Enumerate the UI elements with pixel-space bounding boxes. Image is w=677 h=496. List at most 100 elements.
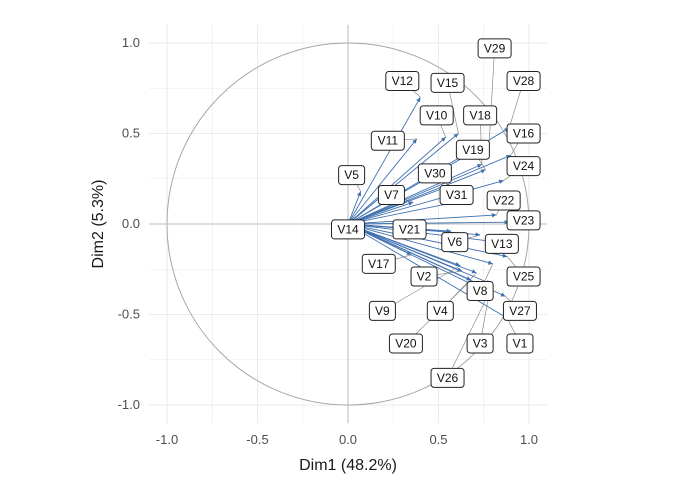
variable-label-box xyxy=(506,156,541,177)
variable-label-box xyxy=(439,185,474,206)
variable-label-v9: V9 xyxy=(368,300,396,321)
variable-label-v29: V29 xyxy=(477,38,512,59)
variable-label-box xyxy=(392,219,427,240)
y-tick-label: 0.5 xyxy=(122,126,140,141)
variable-label-text: V16 xyxy=(513,127,535,141)
variable-arrow-v12 xyxy=(347,97,421,225)
variable-label-v3: V3 xyxy=(466,333,494,354)
variable-label-box xyxy=(430,367,465,388)
variable-arrow-v11 xyxy=(347,138,418,225)
variable-label-text: V24 xyxy=(513,159,535,173)
variable-label-box xyxy=(455,139,490,160)
variable-label-v30: V30 xyxy=(417,163,452,184)
variable-label-text: V28 xyxy=(513,74,535,88)
variable-label-v24: V24 xyxy=(506,156,541,177)
y-tick-label: 0.0 xyxy=(122,216,140,231)
variable-label-text: V6 xyxy=(447,235,462,249)
variable-label-box xyxy=(466,333,494,354)
variable-label-v22: V22 xyxy=(486,190,521,211)
variable-label-box xyxy=(385,71,420,92)
variable-label-text: V15 xyxy=(437,76,459,90)
variable-label-box xyxy=(331,219,365,240)
variable-label-box xyxy=(477,38,512,59)
variable-arrow-v24 xyxy=(347,180,504,225)
variable-label-text: V19 xyxy=(462,143,484,157)
variable-label-text: V11 xyxy=(378,134,399,148)
variable-label-v5: V5 xyxy=(338,165,366,186)
variable-label-text: V20 xyxy=(395,336,417,350)
variable-label-v19: V19 xyxy=(455,139,490,160)
variable-label-text: V18 xyxy=(469,108,491,122)
variable-label-v16: V16 xyxy=(506,123,541,144)
x-tick-label: 1.0 xyxy=(520,432,538,447)
variable-label-v21: V21 xyxy=(392,219,427,240)
variable-label-text: V22 xyxy=(493,193,515,207)
variable-label-box xyxy=(430,72,465,93)
variable-label-box xyxy=(370,130,405,151)
variable-label-text: V3 xyxy=(473,336,488,350)
variable-label-v15: V15 xyxy=(430,72,465,93)
variable-label-text: V21 xyxy=(399,222,421,236)
variable-label-text: V4 xyxy=(433,304,448,318)
variable-label-v1: V1 xyxy=(506,333,534,354)
variable-label-box xyxy=(388,333,423,354)
variable-label-v25: V25 xyxy=(506,266,541,287)
variable-label-v14: V14 xyxy=(331,219,365,240)
variable-label-text: V10 xyxy=(426,108,448,122)
variable-label-v12: V12 xyxy=(385,71,420,92)
axis-tick-labels: -1.0 -0.5 0.0 0.5 1.0 -1.0 -0.5 0.0 0.5 1.0 xyxy=(118,35,538,447)
variable-label-box xyxy=(441,232,469,253)
x-tick-label: 0.5 xyxy=(429,432,447,447)
variable-label-box xyxy=(466,280,494,301)
variable-label-text: V9 xyxy=(375,304,390,318)
variable-label-text: V26 xyxy=(437,371,459,385)
variable-label-text: V30 xyxy=(424,166,446,180)
variable-arrowhead-v24 xyxy=(498,179,504,184)
variable-arrow-v8 xyxy=(347,223,493,265)
variable-arrow-v10 xyxy=(347,136,447,225)
variable-label-text: V1 xyxy=(513,336,528,350)
variable-label-text: V17 xyxy=(368,257,390,271)
variable-arrow-v5 xyxy=(347,191,362,225)
variable-arrowhead-v18 xyxy=(476,164,482,169)
variable-label-box xyxy=(506,71,541,92)
variable-arrowhead-v10 xyxy=(440,137,446,142)
variable-arrow-v25 xyxy=(347,223,508,258)
variable-arrowhead-v12 xyxy=(416,97,421,103)
label-connector-v29 xyxy=(488,48,495,143)
variable-arrowhead-v15 xyxy=(453,133,459,139)
variable-label-text: V23 xyxy=(513,213,535,227)
variable-label-box xyxy=(419,105,454,126)
variable-arrow-v26 xyxy=(347,223,490,294)
variable-label-v17: V17 xyxy=(361,253,396,274)
variable-label-v27: V27 xyxy=(502,300,537,321)
y-axis-title: Dim2 (5.3%) xyxy=(90,180,107,269)
x-tick-label: 0.0 xyxy=(339,432,357,447)
y-tick-label: -0.5 xyxy=(118,307,140,322)
variable-arrowhead-v11 xyxy=(412,138,417,144)
variable-label-v8: V8 xyxy=(466,280,494,301)
variable-label-text: V5 xyxy=(344,168,359,182)
x-axis-title: Dim1 (48.2%) xyxy=(299,457,397,474)
variable-label-box xyxy=(338,165,366,186)
variable-arrowhead-v27 xyxy=(500,292,506,297)
variable-label-v2: V2 xyxy=(410,266,438,287)
variable-label-text: V14 xyxy=(337,222,359,236)
variable-label-text: V25 xyxy=(513,269,535,283)
y-tick-label: 1.0 xyxy=(122,35,140,50)
variable-arrowhead-v4 xyxy=(471,269,477,274)
variable-arrow-v9 xyxy=(347,223,461,267)
variable-label-text: V29 xyxy=(484,41,506,55)
variable-label-v10: V10 xyxy=(419,105,454,126)
variable-label-v6: V6 xyxy=(441,232,469,253)
variable-label-box xyxy=(506,123,541,144)
variable-label-box xyxy=(410,266,438,287)
variable-label-text: V7 xyxy=(384,188,399,202)
variable-arrow-v18 xyxy=(347,163,483,225)
variable-arrowhead-v25 xyxy=(502,253,508,258)
variable-arrowhead-v5 xyxy=(357,191,362,197)
variable-label-box xyxy=(463,105,498,126)
variable-label-text: V8 xyxy=(473,284,488,298)
variable-arrowhead-v9 xyxy=(455,262,461,267)
